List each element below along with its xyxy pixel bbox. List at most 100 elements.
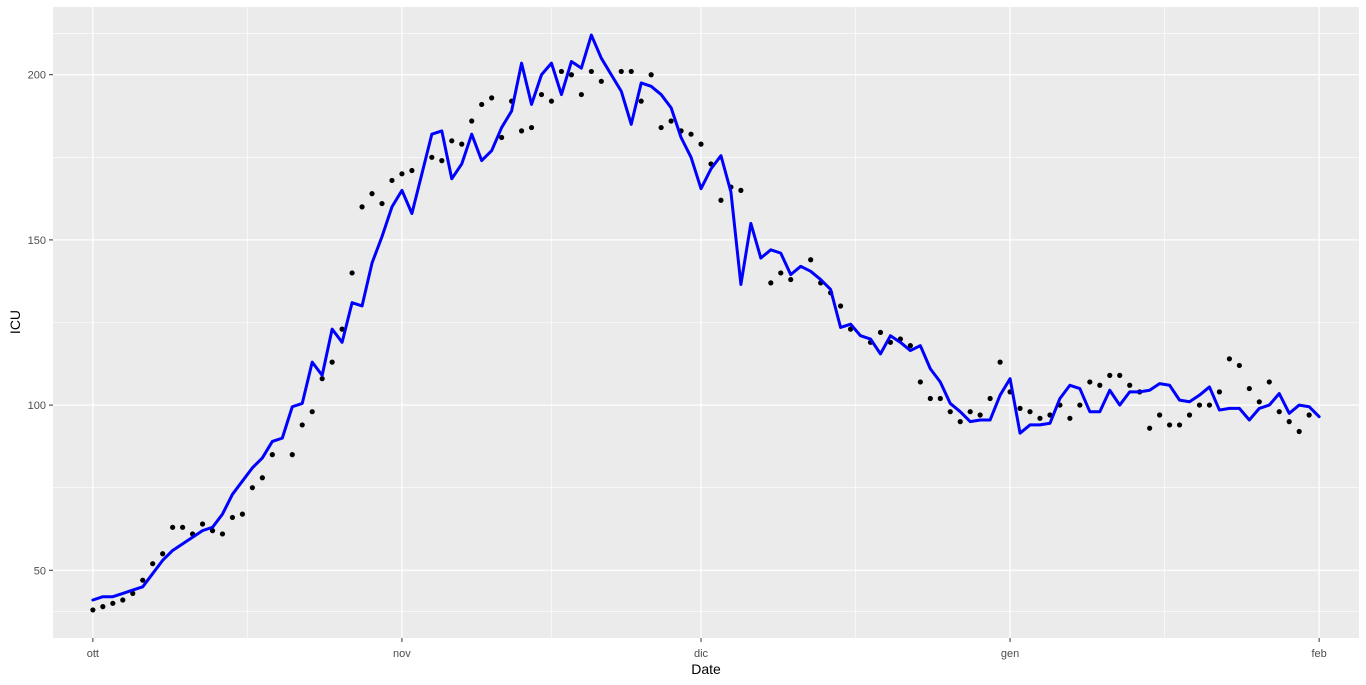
data-point	[439, 158, 445, 164]
data-point	[499, 134, 505, 141]
data-point	[957, 419, 963, 425]
data-point	[110, 600, 116, 606]
y-tick-label: 100	[28, 400, 46, 412]
data-point	[558, 68, 565, 75]
data-point	[309, 409, 315, 415]
data-point	[269, 452, 275, 458]
x-tick-label: nov	[393, 648, 411, 660]
data-point	[877, 329, 884, 336]
data-point	[199, 521, 206, 527]
data-point	[399, 171, 405, 177]
data-point	[1266, 379, 1272, 385]
data-point	[528, 124, 535, 131]
data-point	[289, 452, 295, 458]
data-point	[449, 138, 455, 144]
data-point	[239, 511, 246, 517]
data-point	[698, 141, 704, 147]
data-point	[160, 551, 166, 557]
data-point	[538, 91, 545, 98]
data-point	[429, 154, 435, 160]
data-point	[379, 200, 385, 207]
data-point	[1166, 422, 1173, 428]
data-point	[1157, 412, 1163, 418]
data-point	[917, 379, 923, 385]
data-point	[1306, 412, 1312, 418]
data-point	[947, 409, 953, 415]
grid-major	[53, 7, 1359, 638]
data-point	[329, 359, 335, 365]
data-point	[229, 514, 236, 521]
x-tick-label: dic	[694, 648, 709, 660]
data-point	[120, 597, 126, 603]
data-point	[1067, 415, 1073, 421]
data-point	[1196, 402, 1203, 408]
data-point	[788, 276, 794, 283]
data-point	[1027, 409, 1033, 415]
data-point	[718, 197, 724, 203]
data-point	[548, 98, 555, 104]
data-point	[837, 303, 844, 309]
data-point	[1077, 402, 1083, 408]
data-point	[1276, 409, 1282, 415]
data-point	[598, 78, 604, 84]
data-point	[1117, 372, 1123, 378]
data-point	[1017, 405, 1023, 411]
data-point	[180, 524, 186, 530]
data-point	[1256, 399, 1262, 405]
data-point	[997, 359, 1003, 365]
data-point	[588, 68, 594, 75]
data-point	[389, 177, 395, 184]
data-point	[259, 475, 265, 481]
data-point	[937, 395, 943, 402]
data-point	[150, 561, 156, 567]
data-point	[987, 395, 993, 402]
data-point	[1246, 385, 1252, 392]
y-axis: 50 100 150 200	[28, 70, 53, 577]
data-point	[90, 607, 96, 613]
data-point	[1037, 415, 1043, 421]
data-point	[100, 604, 106, 610]
data-point	[1216, 389, 1223, 395]
y-tick-label: 150	[28, 235, 46, 247]
data-point	[1127, 382, 1133, 388]
data-point	[170, 524, 176, 530]
data-point	[648, 72, 654, 78]
data-point	[927, 395, 933, 402]
data-point	[479, 101, 485, 108]
data-point	[907, 343, 913, 349]
data-point	[1176, 422, 1183, 428]
data-point	[628, 68, 634, 75]
y-tick-label: 50	[34, 565, 46, 577]
data-point	[1087, 379, 1093, 385]
x-tick-label: feb	[1311, 648, 1326, 660]
data-point	[1097, 382, 1103, 388]
data-point	[1186, 412, 1193, 418]
x-tick-label: gen	[1001, 648, 1019, 660]
data-point	[778, 270, 784, 276]
data-point	[668, 118, 674, 124]
data-point	[219, 531, 226, 537]
data-point	[1296, 428, 1302, 435]
data-point	[299, 422, 305, 428]
data-point	[808, 257, 814, 263]
data-point	[688, 131, 694, 137]
x-axis-title: Date	[691, 661, 721, 677]
data-point	[768, 280, 774, 286]
y-axis-title: ICU	[7, 310, 23, 334]
data-point	[469, 118, 475, 124]
data-point	[1147, 425, 1153, 431]
data-point	[359, 204, 365, 210]
data-point	[1286, 419, 1292, 425]
data-point	[738, 187, 744, 193]
x-tick-label: ott	[87, 648, 99, 660]
data-point	[967, 409, 973, 415]
data-point	[459, 141, 465, 147]
data-point	[638, 98, 644, 104]
data-point	[618, 68, 624, 75]
data-point	[489, 95, 495, 101]
data-point	[369, 191, 375, 197]
data-point	[578, 91, 584, 98]
data-point	[249, 485, 255, 491]
data-point	[1236, 362, 1242, 369]
